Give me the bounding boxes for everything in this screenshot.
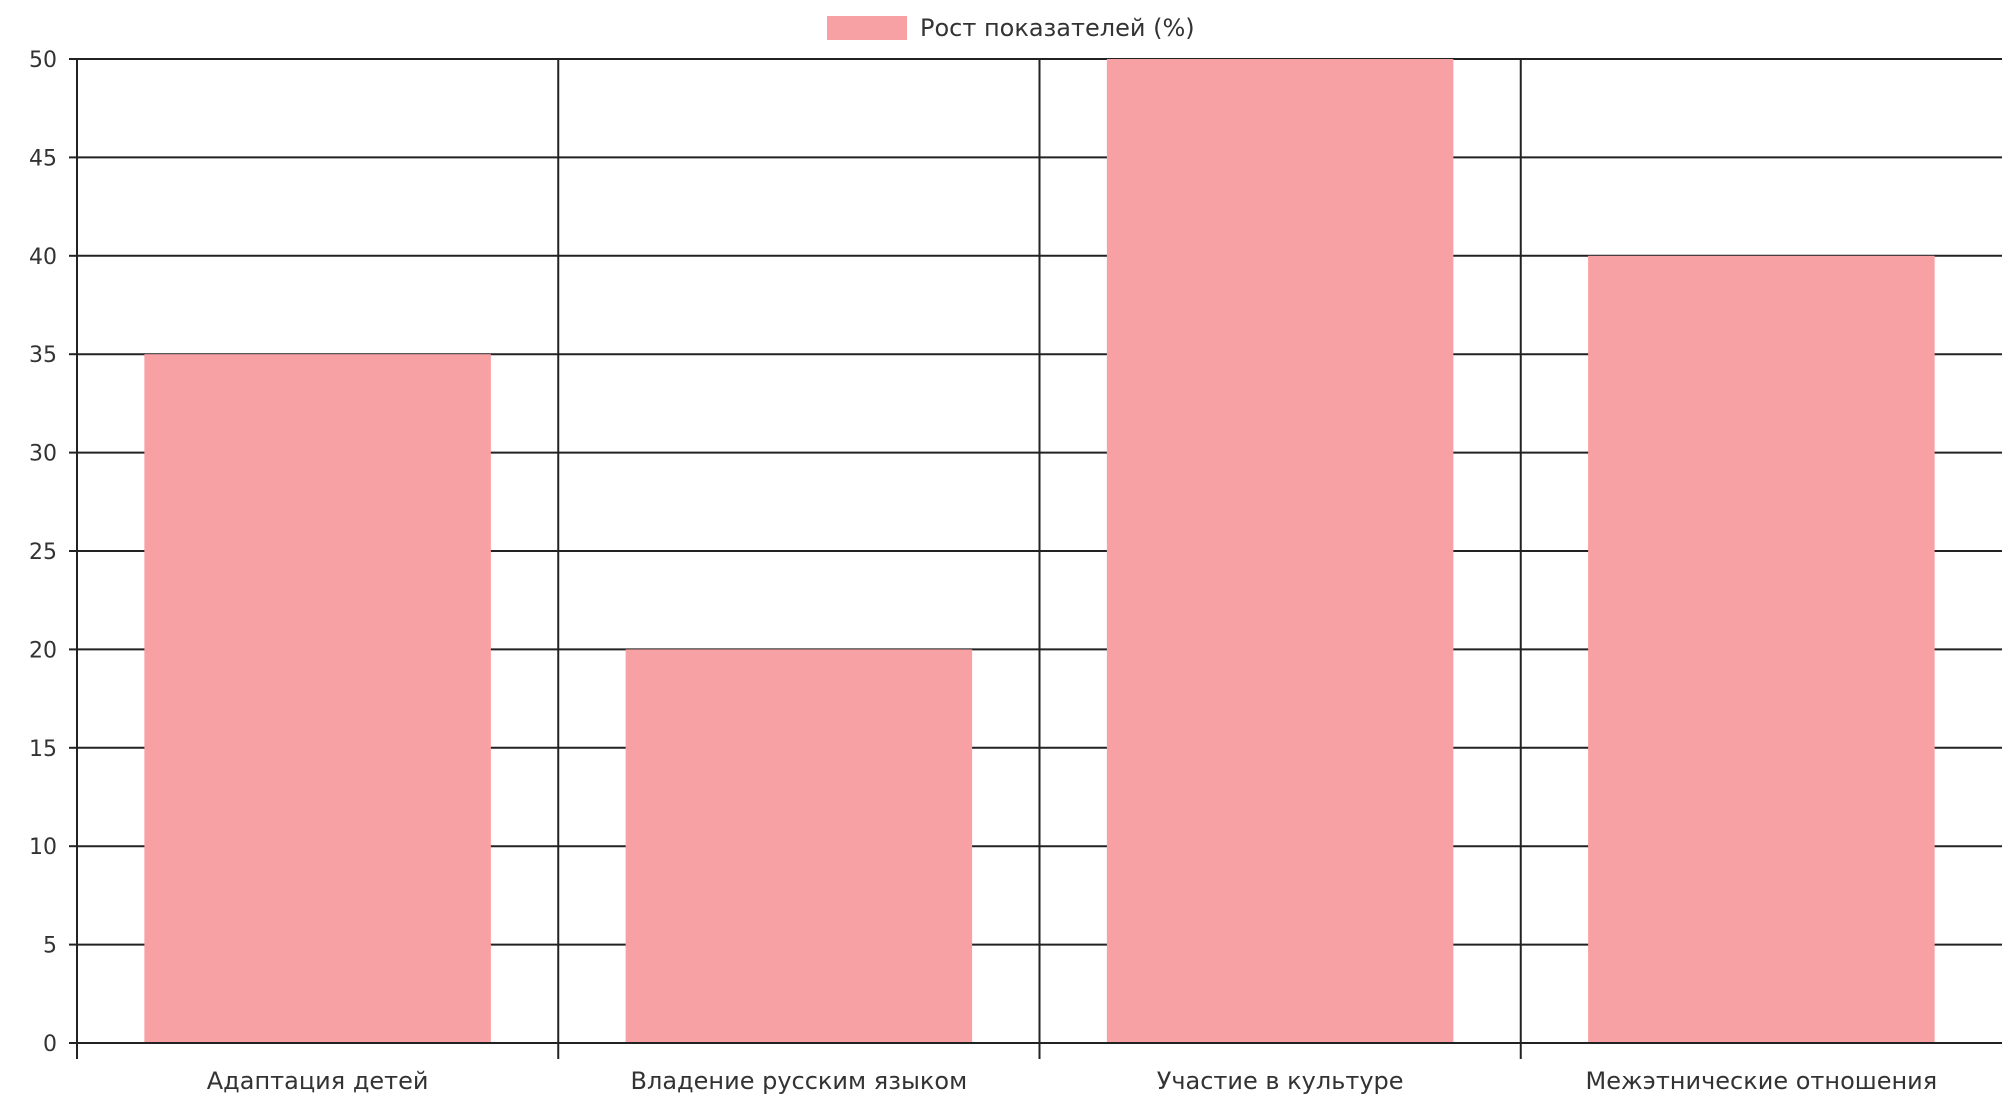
legend: Рост показателей (%) — [827, 14, 1195, 42]
y-tick-label: 10 — [29, 835, 57, 860]
y-tick-label: 35 — [29, 343, 57, 368]
y-tick-label: 45 — [29, 146, 57, 171]
y-tick-label: 40 — [29, 245, 57, 270]
bar — [1106, 59, 1454, 1043]
y-tick-label: 30 — [29, 442, 57, 467]
x-category-label: Участие в культуре — [1157, 1067, 1404, 1094]
legend-label: Рост показателей (%) — [920, 14, 1195, 42]
y-axis-ticks: 0 5 10 15 20 25 30 35 40 45 50 — [29, 48, 77, 1057]
y-tick-label: 50 — [29, 48, 57, 73]
y-tick-label: 0 — [43, 1032, 57, 1057]
bar — [1588, 255, 1935, 1044]
x-category-label: Владение русским языком — [631, 1067, 968, 1094]
x-axis-labels: Адаптация детей Владение русским языком Уч… — [207, 1067, 1937, 1094]
y-tick-label: 20 — [29, 638, 57, 663]
bar — [625, 649, 973, 1043]
y-tick-label: 25 — [29, 540, 57, 565]
axes — [76, 59, 2002, 1059]
bars — [144, 59, 1935, 1044]
y-tick-label: 15 — [29, 737, 57, 762]
x-category-label: Межэтнические отношения — [1586, 1067, 1938, 1094]
y-tick-label: 5 — [43, 934, 57, 959]
bar — [144, 354, 491, 1043]
legend-swatch — [827, 16, 907, 40]
x-category-label: Адаптация детей — [207, 1067, 429, 1094]
